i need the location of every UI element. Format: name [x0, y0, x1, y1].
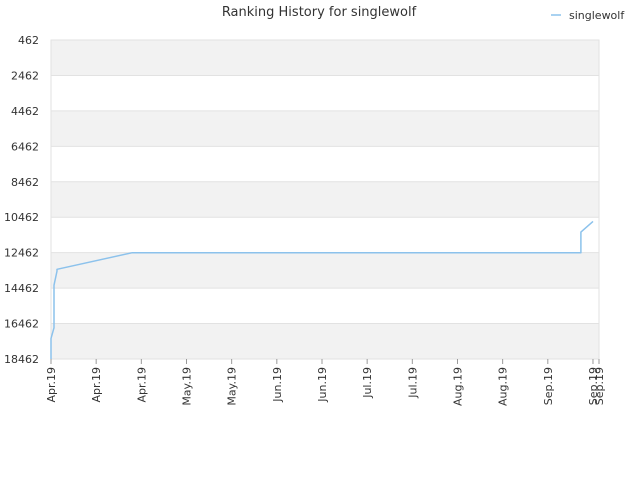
plot-band [51, 217, 599, 253]
x-tick-label: Jun.19 [316, 367, 329, 403]
x-tick-label: Apr.19 [135, 367, 148, 403]
x-tick-label: Sep.19 [542, 367, 555, 405]
plot-band [51, 323, 599, 359]
x-tick-label: Sep.19 [593, 367, 606, 405]
x-tick-label: Apr.19 [90, 367, 103, 403]
y-tick-label: 14462 [4, 282, 39, 295]
plot-band [51, 146, 599, 182]
plot-band [51, 252, 599, 289]
x-tick-label: Aug.19 [451, 367, 464, 406]
x-tick-label: Jul.19 [406, 367, 419, 399]
x-axis: Apr.19 Apr.19 Apr.19 May.19 May.19 Jun.19 Jun.… [45, 359, 606, 406]
y-tick-label: 18462 [4, 353, 39, 366]
y-tick-label: 12462 [4, 247, 39, 260]
y-tick-label: 10462 [4, 211, 39, 224]
series-line-singlewolf [50, 220, 594, 359]
x-tick-label: May.19 [226, 367, 239, 406]
y-tick-label: 4462 [11, 105, 39, 118]
y-tick-label: 8462 [11, 176, 39, 189]
legend: singlewolf [551, 9, 625, 22]
x-tick-label: Aug.19 [497, 367, 510, 406]
series-layer [50, 220, 594, 359]
plot-band [51, 75, 599, 111]
x-tick-label: Jun.19 [271, 367, 284, 403]
x-tick-label: Jul.19 [361, 367, 374, 399]
gridlines [50, 39, 600, 360]
plot-band [51, 40, 599, 76]
plot-band [51, 110, 599, 147]
chart-title: Ranking History for singlewolf [222, 5, 417, 20]
plot-background [51, 40, 599, 359]
y-tick-label: 2462 [11, 69, 39, 82]
plot-band [51, 288, 599, 324]
plot-band [51, 181, 599, 218]
x-tick-label: Sep.19 [587, 367, 600, 405]
y-tick-label: 462 [18, 34, 39, 47]
legend-label-singlewolf: singlewolf [569, 9, 625, 22]
plot-border [50, 39, 600, 360]
x-tick-label: Apr.19 [45, 367, 58, 403]
x-tick-label: May.19 [180, 367, 193, 406]
y-tick-label: 16462 [4, 318, 39, 331]
y-axis: 462 2462 4462 6462 8462 10462 12462 14462 16462 1… [4, 34, 39, 366]
y-tick-label: 6462 [11, 140, 39, 153]
